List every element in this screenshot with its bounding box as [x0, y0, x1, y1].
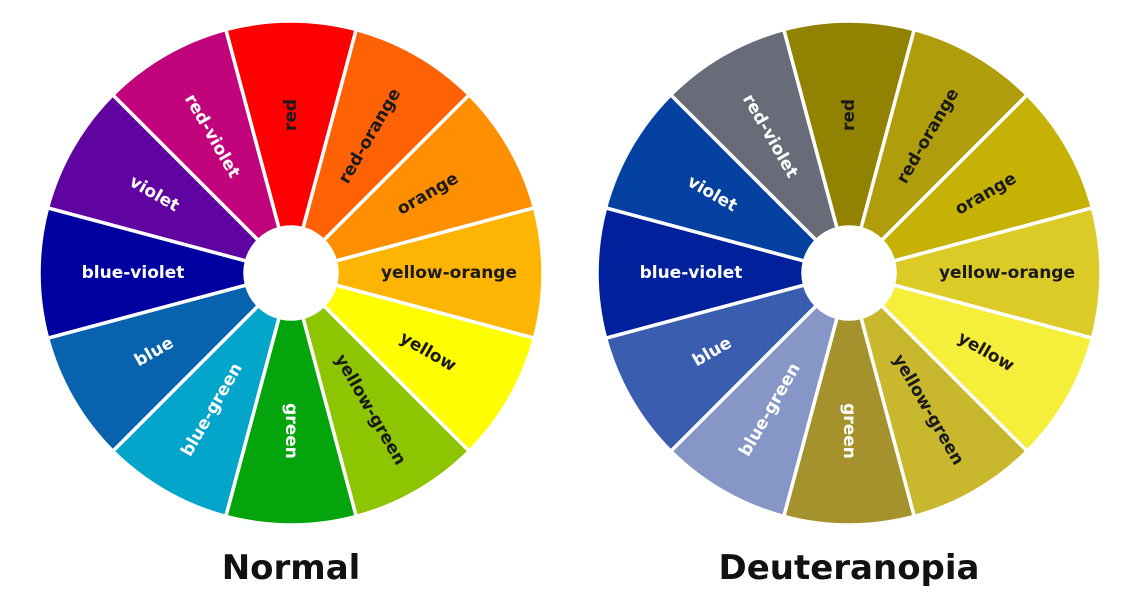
wheel-normal-label-green: green — [281, 403, 301, 459]
wheel-normal-label-blue-violet: blue-violet — [82, 263, 185, 283]
caption-normal: Normal — [221, 548, 361, 588]
wheel-normal-center-hole — [245, 227, 337, 319]
wheel-normal-label-yellow-orange: yellow-orange — [381, 263, 517, 283]
wheel-deuteranopia-label-blue-violet: blue-violet — [640, 263, 743, 283]
wheel-deuteranopia-center-hole — [803, 227, 895, 319]
wheel-deuteranopia-label-red: red — [839, 99, 859, 131]
color-wheel-deuteranopia-svg: red red-orangeorangeyellow-orangeyellowye… — [595, 19, 1103, 527]
color-wheel-normal: red red-orange orange yellow-orange yellow ye… — [36, 18, 546, 528]
wheel-normal-label-red: red — [281, 99, 301, 131]
caption-deuteranopia: Deuteranopia — [718, 548, 980, 588]
wheel-deuteranopia-label-green: green — [839, 403, 859, 459]
color-wheel-deuteranopia: red red-orange orange yellow-orange yellow ye… — [594, 18, 1104, 528]
wheel-deuteranopia-label-yellow-orange: yellow-orange — [939, 263, 1075, 283]
color-wheel-normal-svg: red red-orangeorangeyellow-orangeyellowye… — [37, 19, 545, 527]
